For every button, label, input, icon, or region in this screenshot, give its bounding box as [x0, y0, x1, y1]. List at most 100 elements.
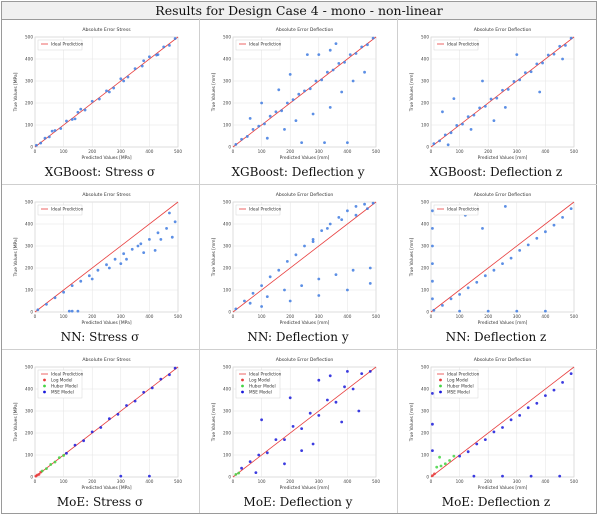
y-tick-label: 0 — [426, 310, 429, 315]
y-tick-label: 200 — [223, 431, 231, 436]
data-point — [431, 449, 434, 452]
data-point — [243, 299, 246, 303]
data-point — [337, 216, 341, 219]
data-point — [431, 244, 434, 248]
data-point — [35, 143, 38, 147]
x-tick-label: 300 — [513, 479, 521, 484]
x-tick-label: 100 — [258, 479, 266, 484]
y-tick-label: 300 — [25, 79, 33, 84]
data-point — [529, 474, 533, 478]
data-point — [263, 122, 266, 126]
data-point — [142, 390, 146, 394]
data-point — [260, 101, 263, 105]
data-point — [97, 97, 101, 101]
data-point — [518, 414, 522, 417]
legend-label: Log Model — [51, 378, 72, 383]
chart-moe-defl-z: Absolute Error Deflection 0 100 200 300 400 50… — [409, 357, 578, 509]
data-point — [113, 257, 117, 261]
data-point — [348, 53, 352, 56]
y-tick-label: 300 — [421, 79, 429, 84]
data-point — [291, 98, 295, 102]
data-point — [79, 107, 83, 111]
data-point — [346, 288, 349, 292]
data-point — [535, 401, 539, 405]
data-point — [320, 78, 324, 82]
data-point — [234, 472, 238, 476]
legend: Ideal Prediction — [37, 39, 84, 51]
data-point — [501, 262, 504, 265]
data-point — [368, 282, 372, 285]
data-point — [452, 454, 456, 458]
data-point — [234, 307, 238, 311]
data-point — [351, 79, 355, 83]
y-axis-label: True Values [MPa] — [13, 402, 19, 442]
x-tick-label: 500 — [372, 149, 380, 154]
data-point — [343, 60, 346, 64]
legend-label: MSE Model — [249, 390, 272, 395]
y-tick-label: 100 — [223, 288, 231, 293]
data-point — [142, 59, 146, 63]
y-axis-label: True Values [mm] — [211, 237, 217, 277]
data-point — [509, 418, 513, 422]
data-point — [173, 37, 177, 40]
data-point — [40, 469, 44, 473]
data-point — [83, 108, 87, 112]
legend: Ideal Prediction — [37, 204, 84, 216]
y-tick-label: 500 — [25, 200, 33, 205]
legend-marker — [241, 384, 244, 388]
legend-box — [235, 369, 281, 399]
data-point — [303, 89, 306, 93]
data-point — [133, 67, 137, 71]
data-point — [483, 438, 487, 441]
ideal-prediction-line — [34, 201, 179, 313]
ideal-prediction-line — [430, 36, 575, 148]
data-point — [366, 207, 369, 210]
x-tick-label: 300 — [315, 314, 323, 319]
legend-label: Huber Model — [447, 384, 474, 389]
chart-nn-stress: Absolute Error Stress 0 100 200 300 400 500 0 10… — [13, 192, 182, 344]
data-point — [501, 88, 504, 92]
chart-title: Absolute Error Deflection — [276, 27, 334, 33]
data-point — [552, 388, 556, 392]
legend-box — [37, 369, 83, 399]
data-point — [165, 227, 168, 230]
data-point — [325, 70, 329, 74]
data-point — [461, 122, 464, 126]
x-tick-label: 500 — [570, 149, 578, 154]
x-tick-label: 100 — [60, 314, 68, 319]
data-point — [308, 411, 312, 415]
legend-label: Ideal Prediction — [51, 42, 84, 47]
data-point — [36, 308, 40, 312]
data-point — [53, 296, 57, 300]
x-tick-label: 0 — [430, 314, 433, 319]
data-point — [70, 118, 74, 121]
data-point — [526, 406, 530, 410]
x-tick-label: 200 — [484, 149, 492, 154]
x-tick-label: 300 — [117, 479, 125, 484]
data-point — [544, 394, 547, 397]
y-axis-label: True Values [mm] — [211, 403, 217, 443]
data-point — [119, 474, 123, 478]
data-point — [317, 414, 321, 417]
data-point — [90, 277, 94, 281]
data-point — [431, 297, 434, 301]
data-point — [503, 106, 507, 109]
data-point — [317, 378, 321, 382]
legend-marker — [241, 390, 244, 394]
data-point — [257, 124, 261, 128]
data-point — [260, 284, 263, 287]
data-point — [346, 141, 349, 144]
data-point — [57, 456, 61, 460]
data-point — [558, 474, 562, 478]
data-point — [47, 135, 51, 139]
data-point — [561, 381, 564, 384]
x-tick-label: 100 — [456, 314, 464, 319]
legend-marker — [241, 378, 244, 382]
data-point — [116, 412, 120, 416]
data-point — [122, 252, 126, 256]
data-point — [431, 227, 434, 230]
legend-label: MSE Model — [447, 390, 470, 395]
data-point — [305, 53, 309, 56]
x-tick-label: 0 — [232, 479, 235, 484]
